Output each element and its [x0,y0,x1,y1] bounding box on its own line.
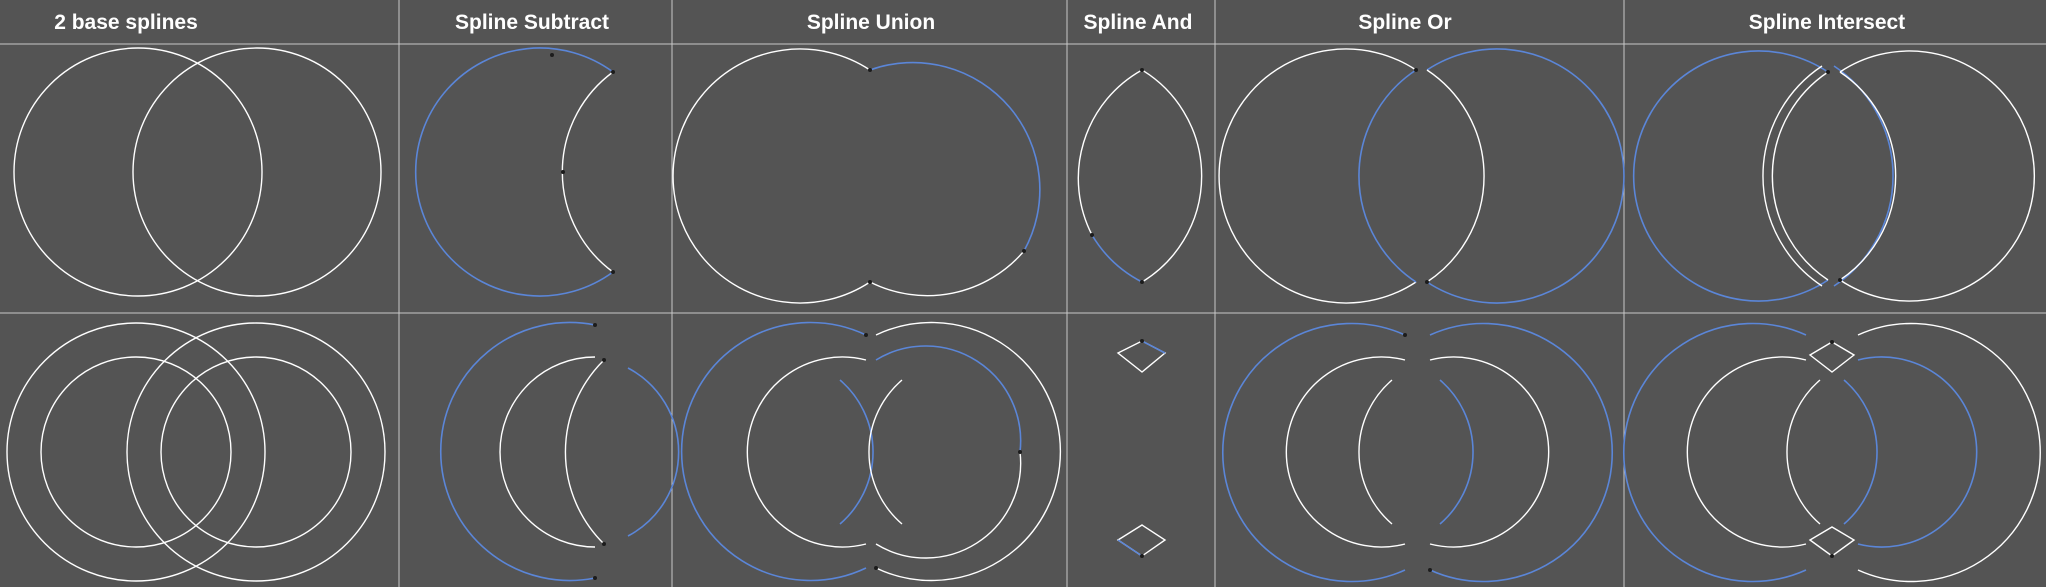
base-splines-row1 [13,47,382,297]
union-right-inner-white [875,451,1022,559]
vertex-point [1140,554,1144,558]
vertex-point [593,323,597,327]
vertex-point [1826,70,1830,74]
union-right-arc-white [869,250,1025,297]
and-top-diamond-edge [1141,340,1166,354]
or-right-inner [1429,356,1550,548]
column-header-intersect: Spline Intersect [1749,11,1905,34]
vertex-point [1140,280,1144,284]
subtract-ring-outer [440,321,596,582]
vertex-point [874,566,878,570]
row1-vertex-points [550,53,1842,284]
base-ring-right-outer [126,322,386,582]
vertex-point [1022,249,1026,253]
column-header-or: Spline Or [1358,11,1451,34]
union-right-arc-blue [869,61,1041,252]
intersect-right-outer [1857,322,2041,583]
vertex-point [1140,339,1144,343]
and-right-arc [1141,69,1203,283]
intersect-result-row2 [1623,322,2041,583]
vertex-point [1414,68,1418,72]
intersect-left-inner [1686,356,1807,548]
or-left-outer [1222,322,1406,583]
subtract-outer-arc [414,47,614,297]
vertex-point [602,542,606,546]
or-right-inner-arc [1426,69,1485,283]
vertex-point [1425,280,1429,284]
base-circle-left [13,47,263,297]
or-right-outer-arc [1426,48,1625,304]
and-result-row2 [1116,340,1167,557]
base-ring-left-outer [6,322,266,582]
intersect-center-lens-blue [1843,379,1878,525]
vertex-point [1403,333,1407,337]
and-left-arc-blue [1091,234,1143,283]
column-header-and: Spline And [1084,11,1193,34]
base-ring-left-inner [40,356,232,548]
or-left-inner [1285,356,1406,548]
vertex-point [611,70,615,74]
or-center-lens-blue [1439,379,1474,525]
intersect-right-outer-arc [1839,50,2036,302]
column-header-base: 2 base splines [54,11,198,34]
column-header-union: Spline Union [807,11,935,34]
subtract-inner-bite [564,359,605,545]
intersect-left-outer-arc [1632,50,1829,302]
subtract-ring-inner [499,356,596,548]
union-right-outer [875,321,1062,582]
intersect-center-lens-white [1786,379,1821,525]
intersect-left-outer [1623,322,1807,583]
vertex-point [1428,568,1432,572]
vertex-point [1830,340,1834,344]
or-left-outer-arc [1218,48,1417,304]
union-right-inner-blue [875,345,1022,453]
vertex-point [1090,233,1094,237]
vertex-point [593,576,597,580]
vertex-point [602,358,606,362]
intersect-right-inner-arc [1839,71,1897,281]
union-result-row2 [680,321,1062,582]
union-result-row1 [672,48,1041,304]
vertex-point [1018,450,1022,454]
or-left-inner-arc [1358,69,1417,283]
union-center-lens-blue [839,379,874,525]
vertex-point [550,53,554,57]
and-bottom-diamond-edge [1117,539,1143,557]
subtract-result-row2 [440,321,680,582]
vertex-point [561,170,565,174]
vertex-point [868,68,872,72]
and-left-arc-white [1077,69,1143,236]
vertex-point [864,333,868,337]
intersect-lens-left [1762,65,1823,287]
and-result-row1 [1077,69,1203,283]
or-right-outer [1429,322,1613,583]
intersect-bottom-diamond [1808,526,1856,557]
vertex-point [1838,278,1842,282]
vertex-point [868,280,872,284]
vertex-point [1140,68,1144,72]
base-ring-right-inner [160,356,352,548]
vertex-point [1830,554,1834,558]
vertex-point [611,270,615,274]
column-header-subtract: Spline Subtract [455,11,609,34]
intersect-top-diamond [1808,341,1856,373]
or-result-row1 [1218,48,1625,304]
subtract-inner-bite-blue [627,367,680,537]
union-left-outer [680,321,867,582]
union-left-inner [746,356,867,548]
row2-vertex-points [593,323,1834,580]
union-center-lens-white [868,379,903,525]
union-left-arc [672,48,871,304]
base-splines-row2 [6,322,386,582]
intersect-right-inner [1857,356,1978,548]
intersect-left-inner-arc [1771,71,1829,281]
or-center-lens-white [1358,379,1393,525]
base-circle-right [132,47,382,297]
or-result-row2 [1222,322,1613,583]
intersect-result-row1 [1632,50,2036,302]
